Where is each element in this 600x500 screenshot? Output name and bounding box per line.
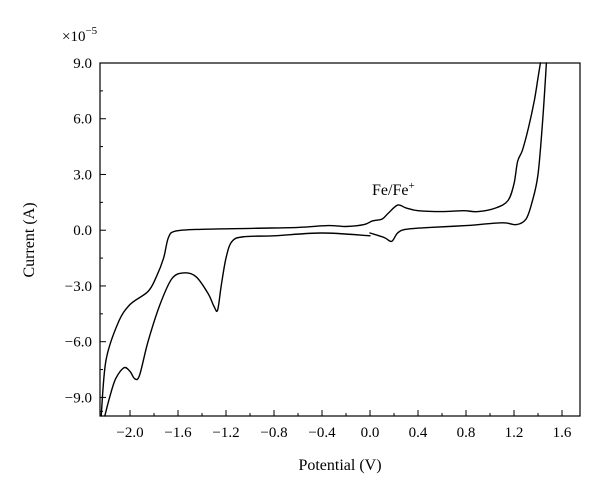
y-multiplier-label: ×10−5	[62, 25, 98, 45]
x-axis-ticks: −2.0 −1.6 −1.2 −0.8 −0.4 0.0 0.4 0.8 1.2 1.6	[116, 410, 572, 441]
cv-curves	[100, 62, 548, 417]
x-tick-label: 0.0	[361, 425, 380, 441]
y-axis-title: Current (A)	[21, 202, 38, 277]
y-tick-label: 9.0	[73, 56, 92, 72]
cv-series-3	[369, 62, 548, 243]
y-multiplier-exponent: −5	[85, 25, 97, 37]
x-tick-label: −1.6	[164, 425, 192, 441]
y-axis-ticks: −9.0 −6.0 −3.0 0.0 3.0 6.0 9.0	[65, 56, 106, 412]
x-tick-label: 1.6	[553, 425, 572, 441]
y-tick-label: −9.0	[65, 390, 92, 406]
y-tick-label: 3.0	[73, 167, 92, 183]
fe-annotation: Fe/Fe+	[372, 180, 415, 199]
x-tick-label: 0.4	[409, 425, 428, 441]
y-tick-label: −6.0	[65, 335, 92, 351]
plot-frame	[99, 62, 581, 417]
fe-annotation-superscript: +	[408, 180, 414, 192]
fe-annotation-text: Fe/Fe	[372, 182, 408, 199]
cv-series-1	[104, 232, 371, 417]
x-tick-label: −0.8	[260, 425, 287, 441]
y-multiplier-base: ×10	[62, 29, 85, 45]
x-tick-label: −0.4	[308, 425, 336, 441]
y-tick-label: 6.0	[73, 112, 92, 128]
y-tick-label: 0.0	[73, 223, 92, 239]
cv-series-2	[100, 62, 542, 417]
x-tick-label: 0.8	[457, 425, 476, 441]
y-tick-label: −3.0	[65, 279, 92, 295]
x-tick-label: −2.0	[116, 425, 143, 441]
x-tick-label: −1.2	[212, 425, 239, 441]
x-tick-label: 1.2	[505, 425, 524, 441]
x-axis-title: Potential (V)	[298, 457, 381, 474]
